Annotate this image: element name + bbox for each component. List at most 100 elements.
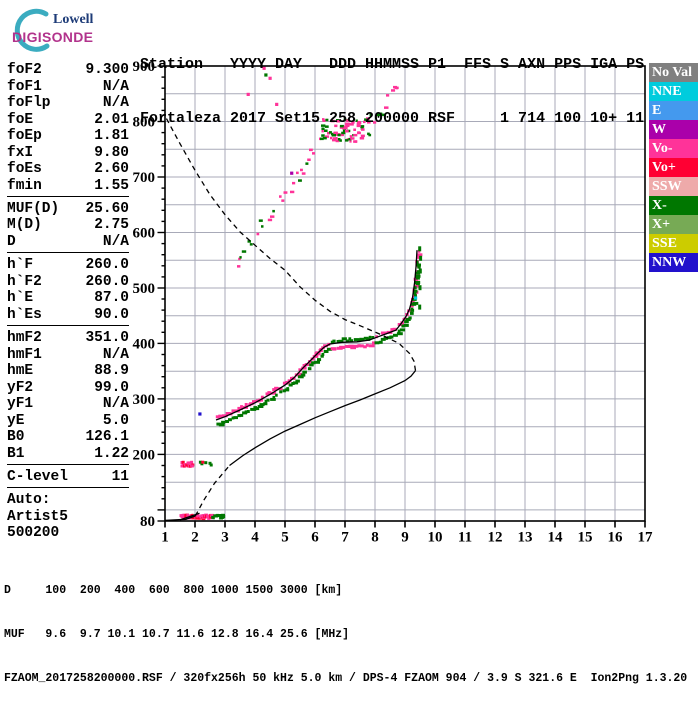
parameter-row-md: M(D) 2.75 (7, 217, 129, 234)
parameter-label: foF2 (7, 62, 42, 78)
parameter-label: foE (7, 111, 34, 128)
parameter-row-artist5: Artist5 (7, 509, 129, 526)
svg-text:3: 3 (221, 530, 229, 546)
svg-text:300: 300 (133, 392, 156, 408)
parameter-label: fxI (7, 144, 34, 161)
svg-text:13: 13 (518, 530, 533, 546)
parameter-panel: foF2 9.300 foF1 N/A foFlp N/A foE 2.01 foEp 1.81 f… (7, 62, 129, 542)
logo-text-digisonde: DIGISONDE (12, 29, 94, 45)
parameter-row-hmf2: hmF2 351.0 (7, 330, 129, 347)
parameter-value: 2.75 (94, 217, 129, 234)
parameter-label: Auto: (7, 492, 51, 509)
legend-item-sse: SSE (649, 234, 698, 253)
parameter-row-foes: foEs 2.60 (7, 161, 129, 178)
parameter-row-foe: foE 2.01 (7, 112, 129, 129)
parameter-label: yF1 (7, 396, 34, 413)
svg-text:400: 400 (133, 336, 156, 352)
parameter-row-hf2: h`F2 260.0 (7, 274, 129, 291)
parameter-row-he: h`E 87.0 (7, 290, 129, 307)
header-values: Fortaleza 2017 Set15 258 200000 RSF 1 71… (140, 110, 645, 127)
svg-text:15: 15 (578, 530, 593, 546)
svg-text:5: 5 (281, 530, 289, 546)
svg-text:14: 14 (548, 530, 564, 546)
parameter-row-hmf1: hmF1 N/A (7, 347, 129, 364)
parameter-row-500200: 500200 (7, 525, 129, 542)
lowell-digisonde-logo: Lowell DIGISONDE (6, 5, 124, 53)
parameter-value: 126.1 (85, 429, 129, 446)
parameter-value: 2.01 (94, 111, 129, 128)
footer-block: D 100 200 400 600 800 1000 1500 3000 [km… (4, 555, 687, 701)
parameter-row-foflp: foFlp N/A (7, 95, 129, 112)
parameter-value: N/A (102, 396, 129, 413)
logo-arc-icon (14, 8, 50, 52)
parameter-label: h`Es (7, 306, 42, 323)
svg-text:8: 8 (371, 530, 379, 546)
svg-text:900: 900 (133, 59, 156, 75)
parameter-label: yE (7, 412, 25, 429)
svg-text:16: 16 (608, 530, 624, 546)
parameter-value: N/A (102, 78, 129, 95)
svg-text:11: 11 (458, 530, 472, 546)
parameter-row-ye: yE 5.0 (7, 413, 129, 430)
parameter-value: 5.0 (102, 412, 129, 429)
legend-item-x+: X+ (649, 215, 698, 234)
parameter-label: B1 (7, 445, 25, 462)
legend-item-vo-: Vo- (649, 139, 698, 158)
parameter-row-fof1: foF1 N/A (7, 79, 129, 96)
parameter-label: MUF(D) (7, 200, 60, 217)
svg-text:9: 9 (401, 530, 409, 546)
parameter-label: D (7, 233, 16, 250)
parameter-label: h`F2 (7, 273, 42, 290)
parameter-value: 87.0 (94, 290, 129, 307)
sidebar-divider (7, 463, 129, 469)
parameter-value: 1.81 (94, 128, 129, 144)
parameter-row-hf: h`F 260.0 (7, 257, 129, 274)
legend-item-nne: NNE (649, 82, 698, 101)
parameter-label: M(D) (7, 217, 42, 234)
parameter-row-foep: foEp 1.81 (7, 128, 129, 145)
sidebar-divider (7, 195, 129, 201)
svg-text:600: 600 (133, 226, 156, 242)
parameter-value: 260.0 (85, 257, 129, 274)
parameter-label: h`F (7, 257, 34, 274)
parameter-value: N/A (102, 233, 129, 250)
ionogram-plot: 900 800 700 600 500 400 300 200 80 1 2 3 4 5 6 7 8 9 10 11 1… (133, 59, 654, 546)
parameter-row-fmin: fmin 1.55 (7, 178, 129, 195)
parameter-value: 9.300 (85, 62, 129, 78)
parameter-label: C-level (7, 469, 68, 486)
parameter-label: hmE (7, 363, 34, 380)
distance-row: D 100 200 400 600 800 1000 1500 3000 [km… (4, 584, 343, 598)
svg-text:80: 80 (140, 514, 155, 530)
svg-text:800: 800 (133, 115, 156, 131)
parameter-row-hes: h`Es 90.0 (7, 307, 129, 324)
parameter-label: fmin (7, 177, 42, 194)
parameter-row-d: D N/A (7, 234, 129, 251)
legend-item-e: E (649, 101, 698, 120)
parameter-row-fof2: foF2 9.300 (7, 62, 129, 79)
parameter-value: 2.60 (94, 161, 129, 177)
legend-item-ssw: SSW (649, 177, 698, 196)
parameter-value: 11 (111, 469, 129, 486)
legend-item-nnw: NNW (649, 253, 698, 272)
svg-text:7: 7 (341, 530, 349, 546)
svg-text:17: 17 (638, 530, 654, 546)
status-line: FZAOM_2017258200000.RSF / 320fx256h 50 k… (4, 671, 688, 685)
parameter-value: 351.0 (85, 330, 129, 347)
parameter-label: 500200 (7, 525, 60, 542)
muf-row: MUF 9.6 9.7 10.1 10.7 11.6 12.8 16.4 25.… (4, 627, 350, 641)
parameter-row-yf1: yF1 N/A (7, 396, 129, 413)
logo-text-lowell: Lowell (53, 12, 94, 27)
parameter-label: B0 (7, 429, 25, 446)
parameter-label: Artist5 (7, 508, 68, 525)
svg-text:6: 6 (311, 530, 319, 546)
parameter-label: foEp (7, 128, 42, 144)
parameter-value: 1.22 (94, 445, 129, 462)
parameter-value: N/A (102, 95, 129, 111)
parameter-label: hmF2 (7, 330, 42, 347)
parameter-label: foFlp (7, 95, 51, 111)
parameter-value: 1.55 (94, 177, 129, 194)
parameter-value: 88.9 (94, 363, 129, 380)
svg-text:500: 500 (133, 281, 156, 297)
svg-text:700: 700 (133, 170, 156, 186)
